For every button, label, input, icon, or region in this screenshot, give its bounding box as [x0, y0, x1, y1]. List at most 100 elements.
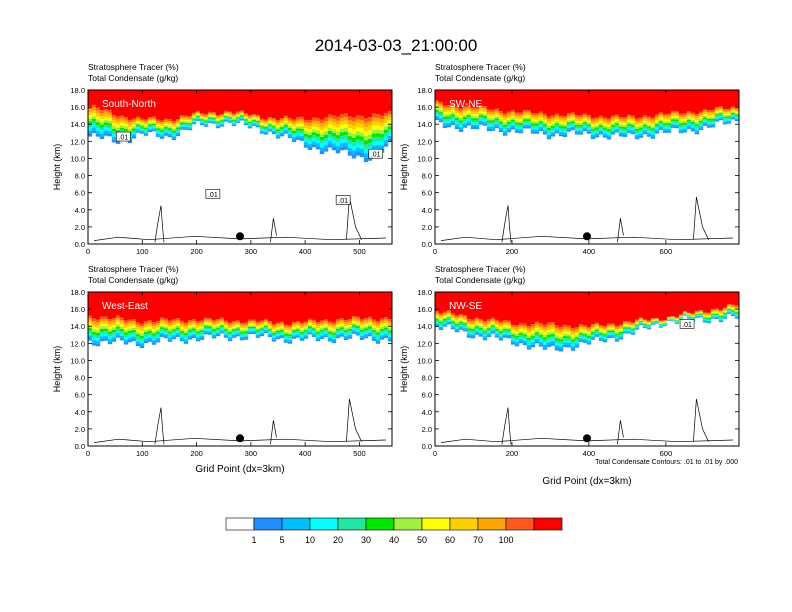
x-tick-label: 400 [583, 247, 596, 256]
y-tick-label: 6.0 [75, 391, 85, 400]
y-axis-title: Height (km) [399, 144, 409, 191]
y-tick-label: 12.0 [417, 137, 432, 146]
colorbar-swatch [449, 517, 479, 531]
y-tick-label: 4.0 [75, 408, 85, 417]
y-tick-label: 2.0 [75, 223, 85, 232]
location-marker [583, 232, 591, 241]
colorbar-label: 50 [417, 535, 427, 545]
panel-header-line1: Stratosphere Tracer (%) [435, 264, 526, 274]
condensate-contour [441, 235, 733, 241]
colorbar-swatch [477, 517, 507, 531]
x-tick-label: 400 [299, 449, 312, 458]
tracer-field [88, 292, 392, 446]
x-tick-label: 300 [245, 247, 258, 256]
y-tick-label: 16.0 [417, 305, 432, 314]
contour-label-box [335, 195, 351, 205]
y-tick-label: 16.0 [70, 103, 85, 112]
y-tick-label: 6.0 [422, 189, 432, 198]
panel-header-line2: Total Condensate (g/kg) [435, 73, 525, 83]
colorbar-label: 5 [279, 535, 284, 545]
y-tick-label: 2.0 [422, 223, 432, 232]
y-tick-label: 0.0 [422, 240, 432, 249]
panel-label: West-East [102, 301, 148, 312]
tracer-field [435, 292, 739, 446]
colorbar-label: 60 [445, 535, 455, 545]
condensate-contour [693, 196, 709, 240]
y-tick-label: 12.0 [70, 137, 85, 146]
y-axis-title: Height (km) [52, 144, 62, 191]
y-axis-title: Height (km) [399, 346, 409, 393]
x-tick-label: 400 [583, 449, 596, 458]
y-tick-label: 16.0 [70, 305, 85, 314]
figure-title: 2014-03-03_21:00:00 [315, 36, 478, 55]
contour-note: Total Condensate Contours: .01 to .01 by… [595, 459, 738, 466]
y-tick-label: 18.0 [417, 86, 432, 95]
condensate-contour [270, 420, 277, 445]
colorbar-label: 100 [498, 535, 513, 545]
x-axis-title: Grid Point (dx=3km) [195, 464, 284, 475]
panel-label: NW-SE [449, 301, 482, 312]
y-tick-label: 10.0 [417, 356, 432, 365]
y-tick-label: 18.0 [70, 288, 85, 297]
contour-label-box [368, 148, 384, 159]
x-tick-label: 0 [433, 247, 437, 256]
x-tick-label: 500 [353, 247, 366, 256]
y-tick-label: 8.0 [75, 172, 85, 181]
colorbar-label: 20 [333, 535, 343, 545]
panel-south-north: Stratosphere Tracer (%)Total Condensate … [52, 62, 393, 256]
colorbar-swatch [309, 517, 339, 531]
y-axis-title: Height (km) [52, 346, 62, 393]
plot-frame [87, 89, 393, 245]
colorbar-label: 30 [361, 535, 371, 545]
y-tick-label: 8.0 [422, 374, 432, 383]
condensate-contour [617, 420, 624, 445]
condensate-contour [346, 398, 362, 442]
colorbar: 1 5 10 20 30 40 50 60 70 100 [225, 517, 563, 545]
contour-label: .01 [208, 192, 218, 199]
condensate-contour [693, 398, 709, 442]
tracer-field [88, 90, 392, 244]
x-tick-label: 600 [660, 247, 673, 256]
y-tick-label: 14.0 [417, 322, 432, 331]
contour-label: .01 [338, 198, 348, 205]
colorbar-swatch [337, 517, 367, 531]
panel-header-line2: Total Condensate (g/kg) [88, 73, 178, 83]
contour-label-box [115, 131, 131, 142]
panels: Stratosphere Tracer (%)Total Condensate … [52, 62, 740, 487]
plot-frame [434, 291, 740, 447]
contour-label: .01 [118, 135, 128, 142]
y-tick-label: 10.0 [417, 154, 432, 163]
location-marker [236, 434, 244, 443]
y-tick-label: 16.0 [417, 103, 432, 112]
condensate-contour [346, 196, 362, 240]
colorbar-swatch [281, 517, 311, 531]
y-tick-label: 4.0 [75, 206, 85, 215]
y-tick-label: 14.0 [70, 322, 85, 331]
colorbar-swatch [253, 517, 283, 531]
contour-label-box [205, 189, 221, 199]
x-tick-label: 0 [86, 247, 90, 256]
y-tick-label: 2.0 [75, 425, 85, 434]
x-tick-label: 100 [136, 247, 149, 256]
x-tick-label: 200 [506, 247, 519, 256]
location-marker [236, 232, 244, 241]
y-tick-label: 6.0 [422, 391, 432, 400]
panel-header-line1: Stratosphere Tracer (%) [88, 62, 179, 72]
y-tick-label: 0.0 [75, 442, 85, 451]
colorbar-swatch [365, 517, 395, 531]
y-tick-label: 0.0 [422, 442, 432, 451]
tracer-field [435, 90, 739, 244]
y-tick-label: 14.0 [70, 120, 85, 129]
y-tick-label: 12.0 [417, 339, 432, 348]
x-tick-label: 300 [245, 449, 258, 458]
panel-sw-ne: Stratosphere Tracer (%)Total Condensate … [399, 62, 740, 256]
x-tick-label: 0 [86, 449, 90, 458]
contour-label: .01 [682, 322, 692, 329]
location-marker [583, 434, 591, 443]
panel-header-line1: Stratosphere Tracer (%) [88, 264, 179, 274]
plot-frame [434, 89, 740, 245]
y-tick-label: 2.0 [422, 425, 432, 434]
x-tick-label: 500 [353, 449, 366, 458]
panel-label: SW-NE [449, 99, 482, 110]
